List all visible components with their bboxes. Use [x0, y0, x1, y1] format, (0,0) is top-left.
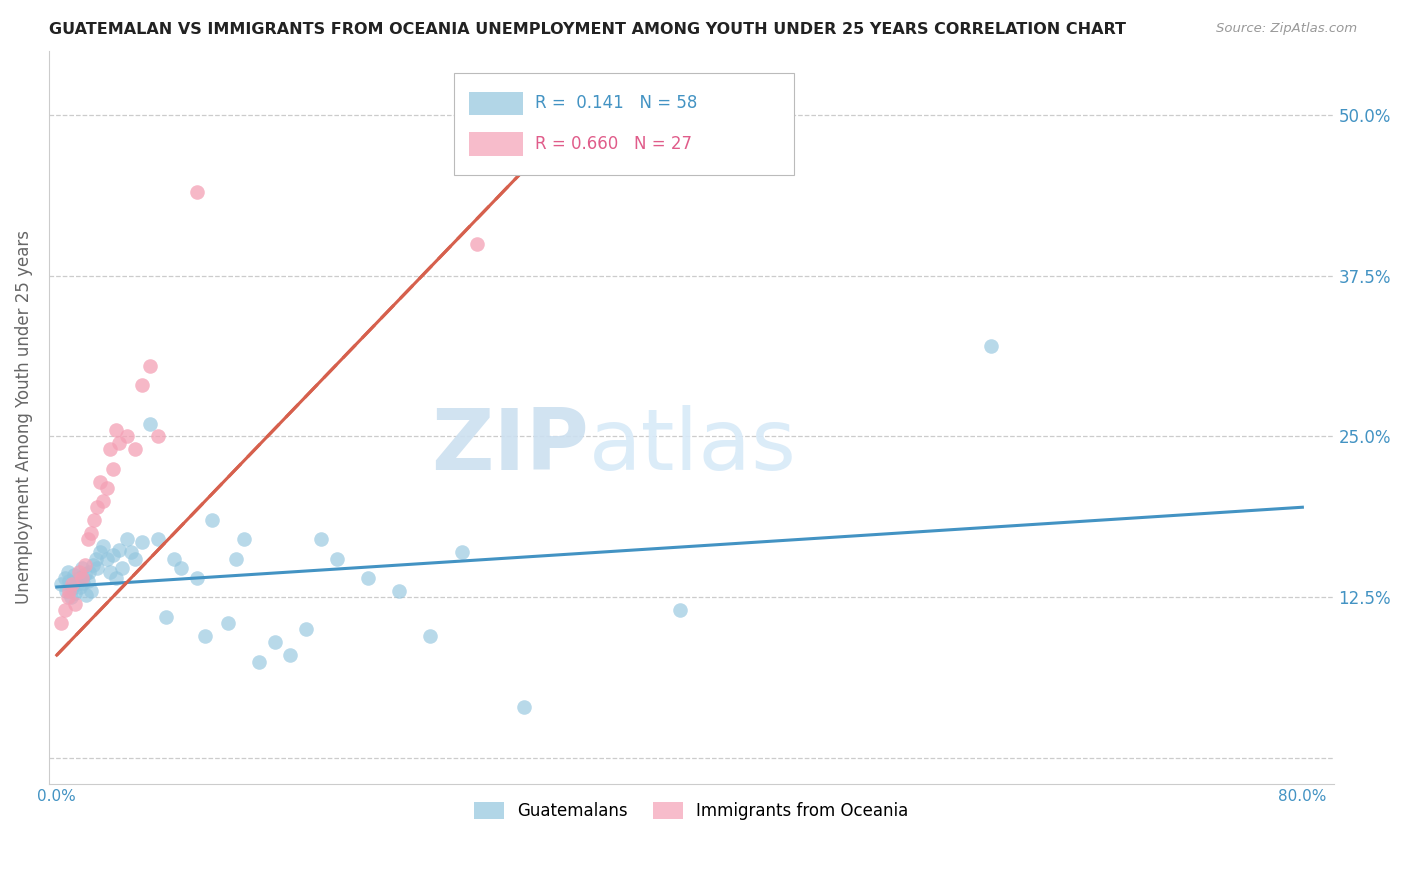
Point	[450, 545, 472, 559]
Point	[388, 583, 411, 598]
Point	[86, 560, 108, 574]
Point	[357, 571, 380, 585]
Point	[101, 461, 124, 475]
Point	[53, 603, 76, 617]
Point	[98, 442, 121, 457]
Point	[72, 576, 94, 591]
Legend: Guatemalans, Immigrants from Oceania: Guatemalans, Immigrants from Oceania	[467, 795, 915, 827]
Point	[108, 542, 131, 557]
Point	[419, 629, 441, 643]
Point	[73, 567, 96, 582]
Point	[63, 568, 86, 582]
Text: R =  0.141   N = 58: R = 0.141 N = 58	[534, 95, 697, 112]
Point	[80, 583, 103, 598]
Point	[217, 615, 239, 630]
Point	[115, 429, 138, 443]
Point	[111, 560, 134, 574]
Point	[60, 581, 83, 595]
Point	[66, 577, 89, 591]
Point	[146, 533, 169, 547]
Point	[186, 571, 208, 585]
Point	[79, 565, 101, 579]
Text: GUATEMALAN VS IMMIGRANTS FROM OCEANIA UNEMPLOYMENT AMONG YOUTH UNDER 25 YEARS CO: GUATEMALAN VS IMMIGRANTS FROM OCEANIA UN…	[49, 22, 1126, 37]
Point	[70, 560, 93, 574]
Point	[108, 436, 131, 450]
Point	[465, 236, 488, 251]
Point	[139, 359, 162, 373]
Point	[65, 597, 87, 611]
Point	[146, 429, 169, 443]
Point	[77, 533, 100, 547]
Point	[89, 545, 111, 559]
Point	[139, 417, 162, 431]
Point	[83, 513, 105, 527]
Point	[155, 609, 177, 624]
Point	[84, 551, 107, 566]
Point	[65, 586, 87, 600]
Text: atlas: atlas	[589, 405, 796, 488]
Point	[75, 588, 97, 602]
Point	[278, 648, 301, 662]
Point	[67, 565, 90, 579]
Point	[56, 565, 79, 579]
Point	[51, 577, 73, 591]
Point	[96, 481, 118, 495]
Point	[80, 525, 103, 540]
Point	[232, 533, 254, 547]
Point	[194, 629, 217, 643]
Point	[115, 533, 138, 547]
Point	[96, 551, 118, 566]
Point	[51, 615, 73, 630]
Point	[186, 185, 208, 199]
Bar	[470, 132, 523, 155]
Point	[668, 603, 690, 617]
Point	[295, 623, 318, 637]
Point	[124, 551, 146, 566]
Point	[58, 574, 80, 588]
Point	[124, 442, 146, 457]
Point	[93, 539, 115, 553]
Point	[121, 545, 143, 559]
Text: R = 0.660   N = 27: R = 0.660 N = 27	[534, 135, 692, 153]
Point	[58, 583, 80, 598]
Point	[60, 577, 83, 591]
Point	[89, 475, 111, 489]
Point	[104, 571, 127, 585]
Point	[201, 513, 224, 527]
FancyBboxPatch shape	[454, 72, 794, 176]
Point	[93, 493, 115, 508]
Point	[513, 699, 536, 714]
Point	[59, 591, 82, 605]
Point	[326, 551, 349, 566]
Point	[82, 558, 104, 573]
Bar	[470, 92, 523, 115]
Point	[104, 423, 127, 437]
Point	[225, 551, 247, 566]
Point	[70, 571, 93, 585]
Y-axis label: Unemployment Among Youth under 25 years: Unemployment Among Youth under 25 years	[15, 230, 32, 604]
Point	[77, 574, 100, 588]
Text: ZIP: ZIP	[430, 405, 589, 488]
Point	[980, 339, 1002, 353]
Point	[101, 548, 124, 562]
Point	[69, 580, 91, 594]
Point	[86, 500, 108, 515]
Point	[53, 571, 76, 585]
Point	[131, 378, 153, 392]
Point	[55, 583, 77, 598]
Point	[98, 565, 121, 579]
Point	[162, 551, 184, 566]
Point	[73, 558, 96, 573]
Point	[170, 560, 193, 574]
Point	[263, 635, 285, 649]
Point	[67, 571, 90, 585]
Point	[131, 535, 153, 549]
Point	[311, 533, 333, 547]
Point	[56, 591, 79, 605]
Text: Source: ZipAtlas.com: Source: ZipAtlas.com	[1216, 22, 1357, 36]
Point	[247, 655, 270, 669]
